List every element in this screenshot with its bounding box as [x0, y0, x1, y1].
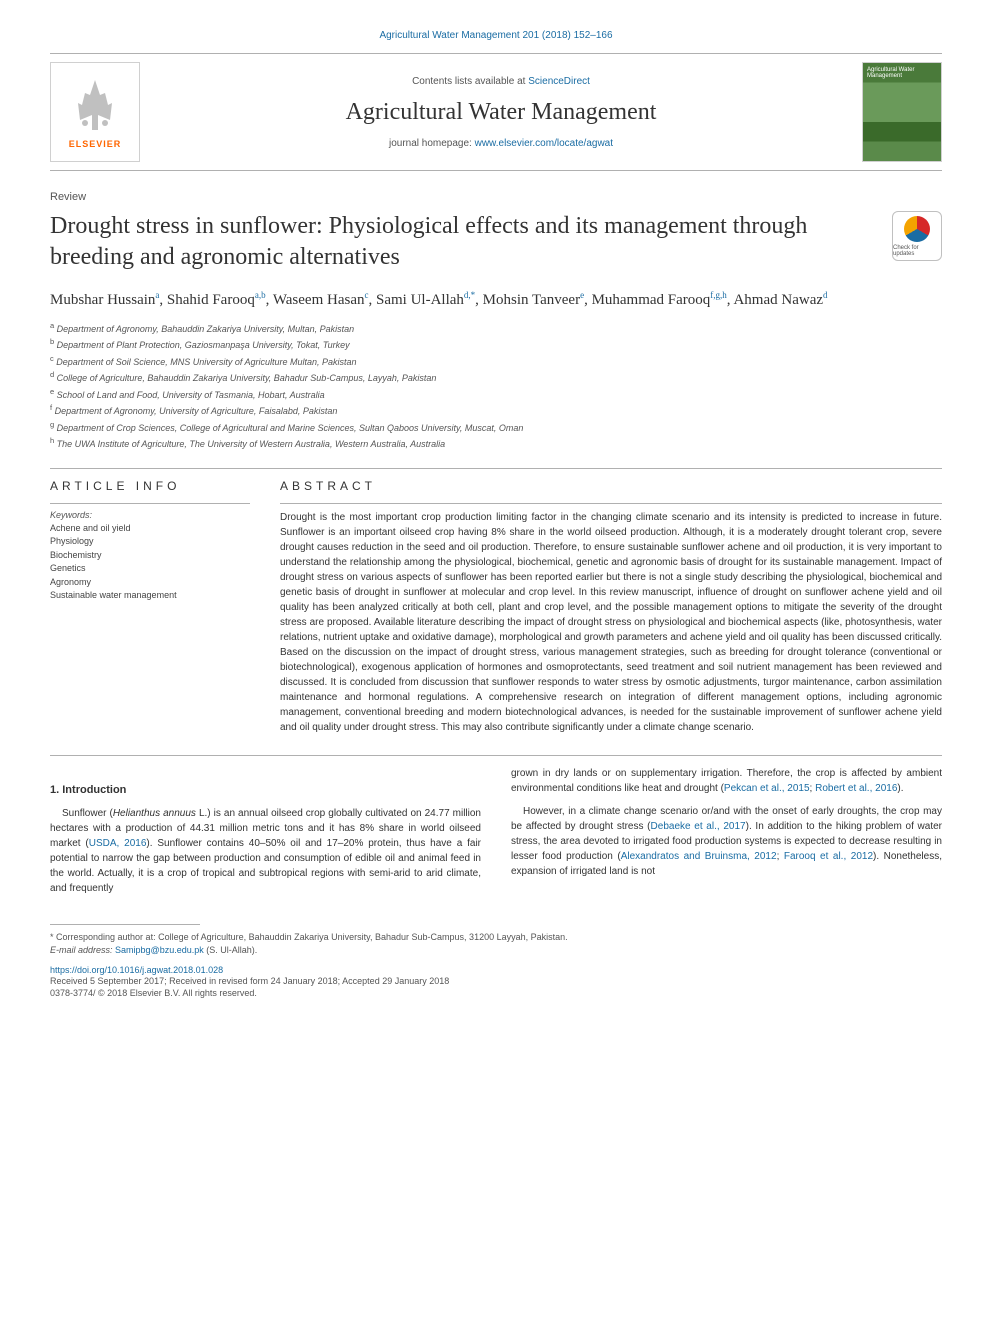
journal-header-center: Contents lists available at ScienceDirec…	[140, 76, 862, 149]
abstract-column: ABSTRACT Drought is the most important c…	[280, 479, 942, 735]
email-suffix: (S. Ul-Allah).	[204, 945, 258, 955]
footnote-separator	[50, 924, 200, 925]
body-paragraph: grown in dry lands or on supplementary i…	[511, 766, 942, 796]
section-title: Introduction	[62, 784, 126, 796]
keyword-item: Sustainable water management	[50, 589, 250, 603]
abstract-heading: ABSTRACT	[280, 479, 942, 493]
affiliation-item: a Department of Agronomy, Bahauddin Zaka…	[50, 320, 942, 337]
body-left-column: 1. Introduction Sunflower (Helianthus an…	[50, 766, 481, 905]
article-info-heading: ARTICLE INFO	[50, 479, 250, 493]
divider	[50, 755, 942, 756]
authors-list: Mubshar Hussaina, Shahid Farooqa,b, Wase…	[50, 289, 942, 312]
keywords-label: Keywords:	[50, 510, 250, 520]
email-link[interactable]: Samipbg@bzu.edu.pk	[115, 945, 204, 955]
section-heading: 1. Introduction	[50, 782, 481, 799]
info-abstract-row: ARTICLE INFO Keywords: Achene and oil yi…	[50, 479, 942, 735]
citation-line: Agricultural Water Management 201 (2018)…	[50, 30, 942, 41]
email-line: E-mail address: Samipbg@bzu.edu.pk (S. U…	[50, 944, 942, 957]
affiliation-item: h The UWA Institute of Agriculture, The …	[50, 435, 942, 452]
keyword-item: Achene and oil yield	[50, 522, 250, 536]
body-paragraph: However, in a climate change scenario or…	[511, 804, 942, 879]
journal-name: Agricultural Water Management	[140, 99, 862, 126]
title-row: Drought stress in sunflower: Physiologic…	[50, 211, 942, 289]
check-updates-badge[interactable]: Check for updates	[892, 211, 942, 261]
elsevier-tree-icon	[70, 75, 120, 135]
body-paragraph: Sunflower (Helianthus annuus L.) is an a…	[50, 806, 481, 896]
keywords-list: Achene and oil yieldPhysiologyBiochemist…	[50, 522, 250, 603]
section-number: 1.	[50, 784, 59, 796]
divider	[50, 503, 250, 504]
affiliations-list: a Department of Agronomy, Bahauddin Zaka…	[50, 320, 942, 452]
copyright-line: 0378-3774/ © 2018 Elsevier B.V. All righ…	[50, 987, 942, 1000]
corresponding-author-note: * Corresponding author at: College of Ag…	[50, 931, 942, 944]
doi-link[interactable]: https://doi.org/10.1016/j.agwat.2018.01.…	[50, 965, 942, 975]
keyword-item: Biochemistry	[50, 549, 250, 563]
journal-header: ELSEVIER Contents lists available at Sci…	[50, 53, 942, 171]
keyword-item: Agronomy	[50, 576, 250, 590]
email-label: E-mail address:	[50, 945, 115, 955]
affiliation-item: c Department of Soil Science, MNS Univer…	[50, 353, 942, 370]
sciencedirect-link[interactable]: ScienceDirect	[528, 76, 590, 87]
homepage-link[interactable]: www.elsevier.com/locate/agwat	[475, 138, 613, 149]
keyword-item: Genetics	[50, 562, 250, 576]
cover-label: Agricultural Water Management	[867, 67, 937, 79]
divider	[280, 503, 942, 504]
affiliation-item: d College of Agriculture, Bahauddin Zaka…	[50, 369, 942, 386]
affiliation-item: b Department of Plant Protection, Gazios…	[50, 336, 942, 353]
affiliation-item: g Department of Crop Sciences, College o…	[50, 419, 942, 436]
keyword-item: Physiology	[50, 535, 250, 549]
affiliation-item: f Department of Agronomy, University of …	[50, 402, 942, 419]
body-right-column: grown in dry lands or on supplementary i…	[511, 766, 942, 905]
homepage-prefix: journal homepage:	[389, 138, 475, 149]
affiliation-item: e School of Land and Food, University of…	[50, 386, 942, 403]
abstract-text: Drought is the most important crop produ…	[280, 510, 942, 735]
contents-line: Contents lists available at ScienceDirec…	[140, 76, 862, 87]
crossmark-icon	[904, 216, 930, 242]
elsevier-text: ELSEVIER	[69, 139, 122, 149]
contents-prefix: Contents lists available at	[412, 76, 528, 87]
journal-cover-thumbnail: Agricultural Water Management	[862, 62, 942, 162]
body-columns: 1. Introduction Sunflower (Helianthus an…	[50, 766, 942, 905]
article-type: Review	[50, 191, 942, 203]
article-title: Drought stress in sunflower: Physiologic…	[50, 211, 872, 273]
check-updates-label: Check for updates	[893, 245, 941, 257]
divider	[50, 468, 942, 469]
homepage-line: journal homepage: www.elsevier.com/locat…	[140, 138, 862, 149]
received-dates: Received 5 September 2017; Received in r…	[50, 975, 942, 988]
elsevier-logo: ELSEVIER	[50, 62, 140, 162]
article-info-column: ARTICLE INFO Keywords: Achene and oil yi…	[50, 479, 250, 735]
